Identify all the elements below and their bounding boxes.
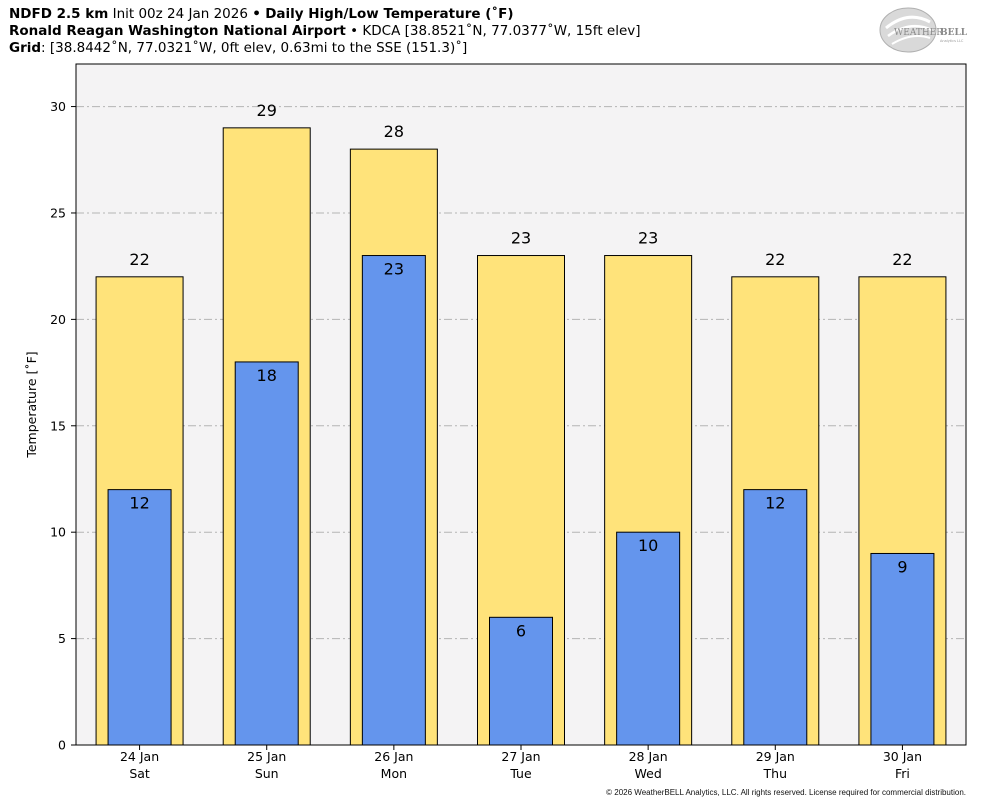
low-bar [616, 531, 681, 746]
low-value-label: 12 [129, 494, 149, 513]
x-tick-label-date: 25 Jan [247, 749, 286, 764]
low-value-label: 6 [516, 621, 526, 640]
product-name: Daily High/Low Temperature (˚F) [265, 6, 514, 22]
high-value-label: 29 [257, 101, 277, 120]
low-value-label: 9 [897, 557, 907, 576]
weatherbell-logo: WEATHER BELL Analytics LLC [879, 7, 968, 53]
logo-text-sub: Analytics LLC [940, 39, 964, 43]
header-line-3: Grid: [38.8442˚N, 77.0321˚W, 0ft elev, 0… [9, 40, 641, 57]
x-tick-label-date: 28 Jan [629, 749, 668, 764]
low-value-label: 18 [257, 366, 277, 385]
x-tick-label-day: Sat [129, 766, 150, 781]
x-tick-label-date: 24 Jan [120, 749, 159, 764]
y-tick-label: 25 [50, 205, 66, 220]
low-value-label: 23 [384, 260, 404, 279]
low-value-label: 10 [638, 536, 658, 555]
x-tick-label-date: 29 Jan [756, 749, 795, 764]
grid-detail: : [38.8442˚N, 77.0321˚W, 0ft elev, 0.63m… [41, 40, 468, 56]
y-tick-label: 10 [50, 525, 66, 540]
high-value-label: 23 [511, 229, 531, 248]
x-tick-label-day: Thu [763, 766, 787, 781]
logo-text-weather: WEATHER [894, 28, 943, 38]
x-tick-label-day: Sun [255, 766, 279, 781]
low-bar [870, 552, 935, 746]
x-tick-label-day: Mon [381, 766, 407, 781]
high-value-label: 23 [638, 229, 658, 248]
high-value-label: 22 [765, 250, 785, 269]
station-name: Ronald Reagan Washington National Airpor… [9, 23, 346, 39]
x-tick-label-date: 26 Jan [374, 749, 413, 764]
low-bar [234, 361, 299, 746]
high-value-label: 28 [384, 122, 404, 141]
copyright-notice: © 2026 WeatherBELL Analytics, LLC. All r… [606, 788, 966, 797]
x-tick-label-date: 27 Jan [501, 749, 540, 764]
bullet: • [350, 23, 359, 39]
model-name: NDFD 2.5 km [9, 6, 109, 22]
station-detail: KDCA [38.8521˚N, 77.0377˚W, 15ft elev] [362, 23, 641, 39]
grid-label: Grid [9, 40, 42, 56]
header-line-2: Ronald Reagan Washington National Airpor… [9, 23, 641, 40]
low-value-label: 12 [765, 494, 785, 513]
chart-header: NDFD 2.5 km Init 00z 24 Jan 2026 • Daily… [9, 6, 641, 57]
x-tick-label-day: Wed [635, 766, 662, 781]
low-bar [361, 255, 426, 746]
bullet: • [252, 6, 261, 22]
y-tick-label: 15 [50, 418, 66, 433]
low-bar [743, 489, 808, 746]
low-bar [489, 616, 553, 746]
init-time: Init 00z 24 Jan 2026 [112, 6, 248, 22]
x-tick-label-day: Fri [895, 766, 910, 781]
y-tick-label: 0 [58, 738, 66, 753]
plot-frame [75, 63, 967, 746]
y-axis-label: Temperature [˚F] [24, 351, 39, 458]
y-tick-label: 5 [58, 631, 66, 646]
x-tick-label-day: Tue [509, 766, 532, 781]
low-bar [107, 489, 172, 746]
high-value-label: 22 [129, 250, 149, 269]
x-tick-label-date: 30 Jan [883, 749, 922, 764]
high-value-label: 22 [892, 250, 912, 269]
header-line-1: NDFD 2.5 km Init 00z 24 Jan 2026 • Daily… [9, 6, 641, 23]
y-tick-label: 30 [50, 99, 66, 114]
logo-text-bell: BELL [940, 28, 968, 38]
y-tick-label: 20 [50, 312, 66, 327]
